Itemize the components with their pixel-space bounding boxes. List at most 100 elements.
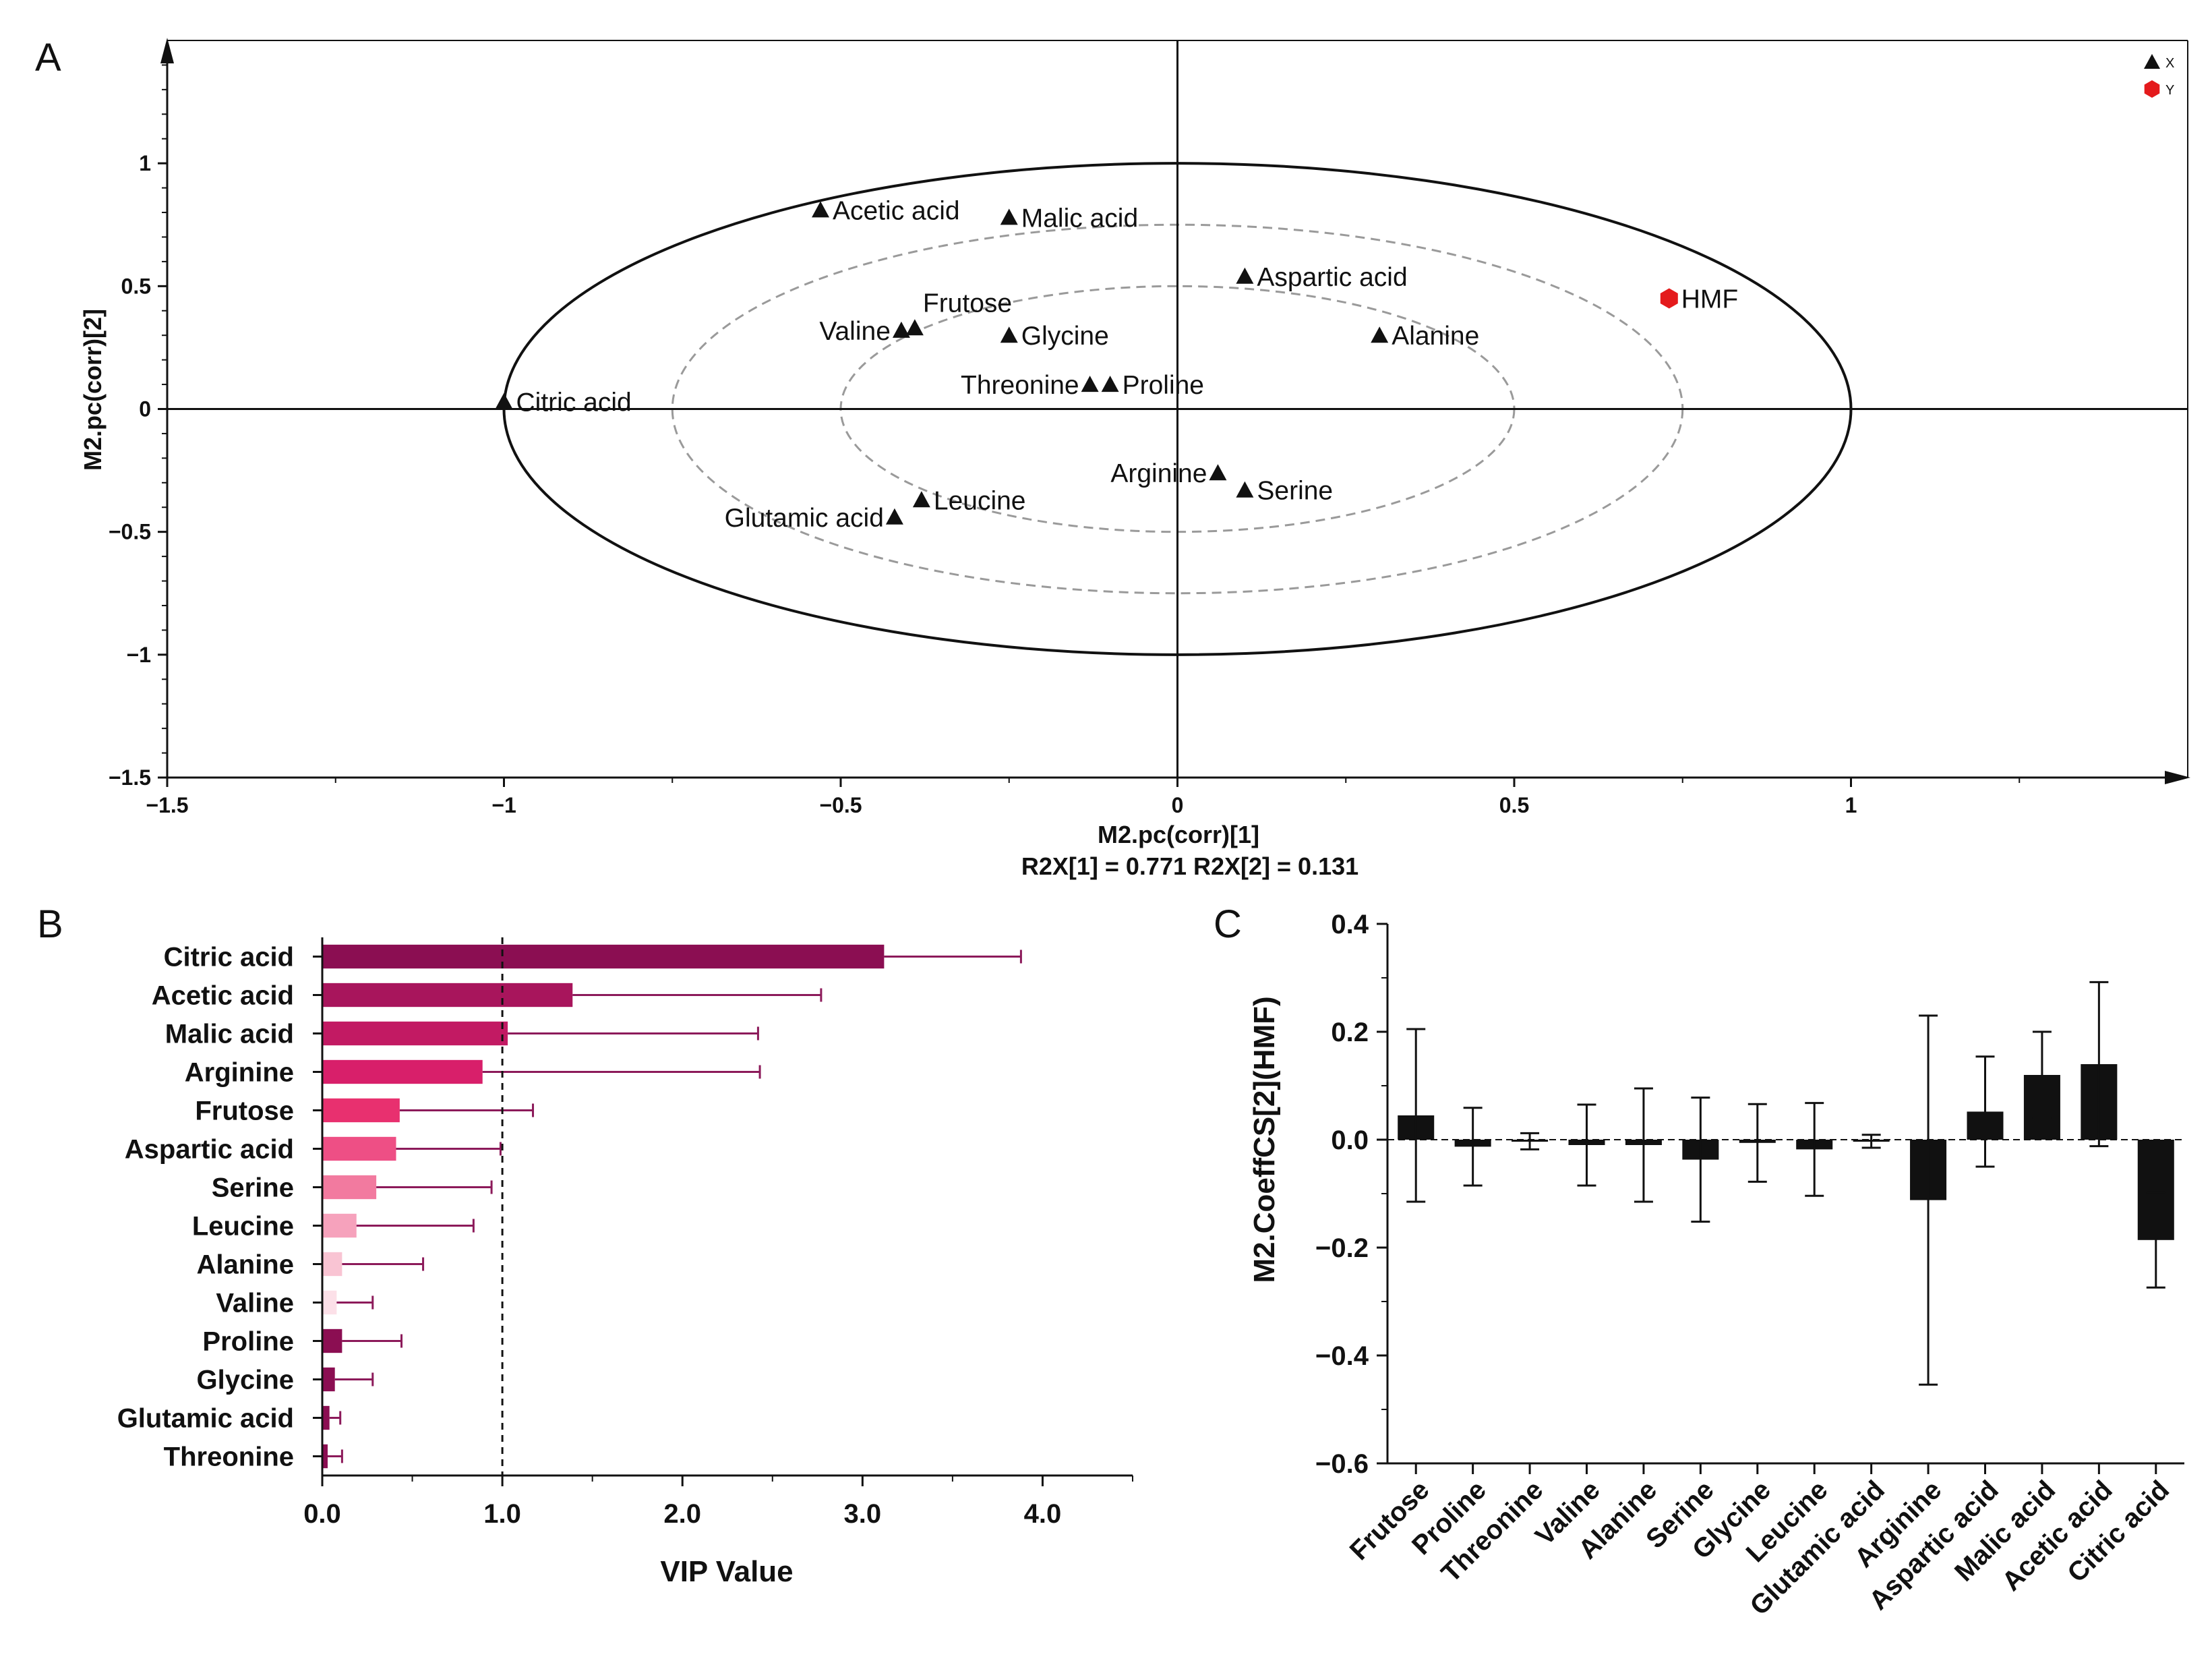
y-axis-arrow	[160, 38, 174, 63]
vip-category-threonine: Threonine	[164, 1442, 294, 1472]
vip-category-serine: Serine	[212, 1173, 294, 1203]
y-tick-label: −1	[127, 643, 151, 667]
vip-bar-aspartic-acid	[322, 1136, 396, 1161]
point-label-glycine: Glycine	[1021, 322, 1109, 351]
vip-category-valine: Valine	[216, 1289, 294, 1318]
x-tick-label: −1.5	[146, 793, 188, 817]
legend-marker-y	[2144, 80, 2160, 98]
vip-bar-malic-acid	[322, 1021, 508, 1046]
point-label-citric-acid: Citric acid	[516, 388, 632, 417]
point-label-arginine: Arginine	[1110, 459, 1207, 488]
point-label-malic-acid: Malic acid	[1021, 204, 1138, 233]
vip-bar-serine	[322, 1175, 377, 1200]
vip-category-acetic-acid: Acetic acid	[152, 981, 294, 1011]
coef-ytick-label: 0.4	[1331, 910, 1369, 939]
y-tick-label: 0.5	[121, 274, 151, 298]
point-label-frutose: Frutose	[923, 289, 1012, 318]
vip-category-citric-acid: Citric acid	[164, 943, 294, 972]
y-tick-label: 1	[139, 151, 151, 175]
coef-ylabel: M2.CoeffCS[2](HMF)	[1248, 996, 1281, 1283]
vip-category-malic-acid: Malic acid	[165, 1020, 294, 1049]
vip-category-alanine: Alanine	[197, 1250, 294, 1280]
x-tick-label: 1	[1845, 793, 1857, 817]
vip-xtick-label: 0.0	[303, 1499, 341, 1529]
point-label-serine: Serine	[1257, 477, 1333, 506]
point-glycine	[1000, 326, 1018, 343]
point-label-aspartic-acid: Aspartic acid	[1257, 263, 1407, 292]
vip-category-frutose: Frutose	[195, 1097, 294, 1126]
coef-ytick-label: −0.6	[1315, 1449, 1369, 1479]
vip-xlabel: VIP Value	[660, 1555, 793, 1588]
vip-category-proline: Proline	[202, 1327, 294, 1357]
point-label-acetic-acid: Acetic acid	[833, 196, 960, 225]
coef-axes: −0.6 −0.4 −0.2 0.0 0.2 0.4	[1315, 910, 2184, 1479]
point-malic-acid	[1000, 208, 1018, 225]
vip-category-arginine: Arginine	[185, 1058, 294, 1088]
legend-label-y: Y	[2165, 83, 2174, 98]
vip-category-aspartic-acid: Aspartic acid	[125, 1135, 294, 1165]
vip-xtick-label: 3.0	[844, 1499, 882, 1529]
point-acetic-acid	[812, 201, 830, 218]
coef-ytick-label: −0.2	[1315, 1233, 1369, 1263]
x-tick-label: 0	[1172, 793, 1184, 817]
coef-ytick-label: 0.2	[1331, 1018, 1369, 1047]
y-tick-label: −1.5	[109, 765, 151, 790]
loading-plot-subtitle: R2X[1] = 0.771 R2X[2] = 0.131	[1021, 852, 1358, 880]
point-label-alanine: Alanine	[1392, 322, 1479, 351]
point-hmf	[1660, 288, 1678, 309]
vip-bar-threonine	[322, 1444, 328, 1469]
vip-axes: 0.0 1.0 2.0 3.0 4.0	[303, 937, 1133, 1529]
panel-label-b: B	[37, 902, 63, 946]
coef-ytick-label: 0.0	[1331, 1126, 1369, 1155]
point-label-hmf: HMF	[1681, 285, 1738, 314]
vip-category-leucine: Leucine	[192, 1212, 294, 1242]
legend-label-x: X	[2165, 56, 2174, 71]
vip-bar-arginine	[322, 1059, 483, 1084]
vip-category-glutamic-acid: Glutamic acid	[117, 1404, 294, 1434]
loading-plot-points: Acetic acid Malic acid Aspartic acid Frutos…	[495, 196, 1738, 533]
point-valine	[892, 321, 910, 338]
vip-bar-frutose	[322, 1098, 400, 1123]
coef-chart: FrutoseProlineThreonineValineAlanineSeri…	[1248, 910, 2184, 1621]
point-leucine	[912, 491, 930, 508]
point-label-proline: Proline	[1123, 371, 1204, 400]
vip-xtick-label: 4.0	[1024, 1499, 1062, 1529]
vip-xtick-label: 1.0	[483, 1499, 521, 1529]
vip-bar-alanine	[322, 1252, 342, 1277]
coef-ytick-label: −0.4	[1315, 1341, 1369, 1371]
loading-plot-ticks: −1.5 −1 −0.5 0 0.5 1 −1.5 −1 −0.5 0 0.5 1	[109, 64, 2021, 817]
point-glutamic-acid	[885, 508, 903, 525]
vip-bar-valine	[322, 1290, 337, 1315]
loading-plot-axes	[160, 38, 2190, 784]
point-frutose	[905, 319, 924, 336]
loading-plot-xlabel: M2.pc(corr)[1]	[1098, 821, 1259, 848]
point-arginine	[1209, 464, 1227, 481]
vip-bar-glutamic-acid	[322, 1405, 330, 1430]
y-tick-label: −0.5	[109, 520, 151, 544]
vip-chart: Citric acid Acetic acid Malic acid Arginine…	[117, 937, 1133, 1588]
vip-category-glycine: Glycine	[196, 1366, 294, 1395]
point-aspartic-acid	[1236, 267, 1254, 284]
point-threonine	[1081, 376, 1099, 392]
vip-bar-leucine	[322, 1213, 357, 1238]
vip-bar-glycine	[322, 1367, 335, 1392]
point-label-threonine: Threonine	[961, 371, 1079, 400]
loading-plot-ylabel: M2.pc(corr)[2]	[79, 309, 107, 471]
vip-bars: Citric acid Acetic acid Malic acid Arginine…	[117, 943, 1022, 1472]
loading-plot-legend: XY	[2144, 54, 2174, 98]
coef-bars: FrutoseProlineThreonineValineAlanineSeri…	[1344, 981, 2175, 1621]
point-citric-acid	[495, 392, 513, 409]
x-tick-label: −1	[491, 793, 516, 817]
point-label-leucine: Leucine	[934, 486, 1026, 515]
point-serine	[1236, 481, 1254, 498]
x-axis-arrow	[2165, 771, 2190, 784]
y-tick-label: 0	[139, 397, 151, 421]
panel-label-c: C	[1214, 902, 1242, 946]
panel-label-a: A	[35, 36, 61, 80]
point-label-glutamic-acid: Glutamic acid	[725, 504, 884, 533]
point-label-valine: Valine	[819, 317, 891, 346]
vip-bar-citric-acid	[322, 944, 885, 969]
vip-xtick-label: 2.0	[663, 1499, 701, 1529]
legend-marker-x	[2144, 54, 2160, 69]
